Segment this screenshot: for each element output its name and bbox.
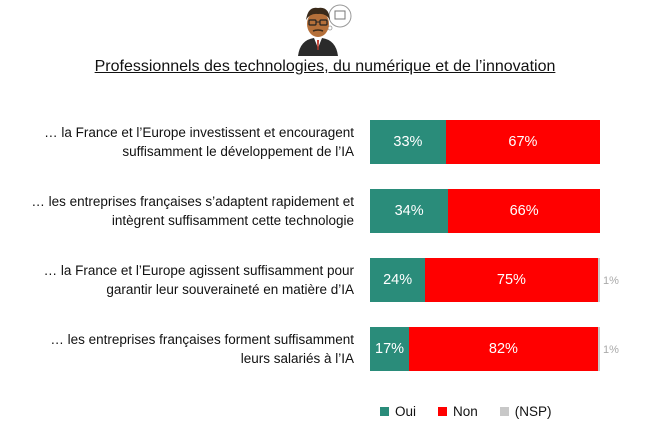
bar-segment-non — [445, 120, 600, 164]
category-label-line: garantir leur souveraineté en matière d’… — [106, 282, 354, 297]
data-label: 33% — [393, 134, 423, 150]
data-label: 34% — [394, 203, 424, 219]
category-label: … les entreprises françaises forment suf… — [14, 330, 354, 368]
legend-swatch — [380, 407, 389, 416]
bar-segment-non — [409, 327, 598, 371]
bar-segment-oui — [370, 120, 446, 164]
category-label: … la France et l’Europe investissent et … — [14, 123, 354, 161]
category-label-line: suffisamment le développement de l’IA — [122, 144, 354, 159]
category-label-line: … les entreprises françaises forment suf… — [50, 332, 354, 347]
data-label-nsp: 1% — [603, 344, 619, 356]
category-label: … la France et l’Europe agissent suffisa… — [14, 261, 354, 299]
bar-segment-non — [425, 258, 598, 302]
legend-label: Oui — [395, 404, 417, 419]
legend-swatch — [499, 407, 509, 416]
category-label-line: intègrent suffisamment cette technologie — [111, 213, 354, 228]
bar-segment-oui — [370, 189, 449, 233]
data-label: 67% — [508, 134, 538, 150]
bar-segment-oui — [370, 327, 410, 371]
legend-item: (NSP) — [499, 404, 552, 419]
data-label: 82% — [488, 341, 518, 357]
category-label-line: … les entreprises françaises s’adaptent … — [31, 194, 354, 209]
bar-segment-nsp — [597, 258, 600, 302]
bar-segment-oui — [370, 258, 426, 302]
data-label-nsp: 1% — [603, 275, 619, 287]
chart-title: Professionnels des technologies, du numé… — [94, 58, 556, 75]
data-label: 24% — [383, 272, 413, 288]
bar-segment-non — [448, 189, 600, 233]
legend: Oui Non (NSP) — [380, 404, 552, 419]
category-label: … les entreprises françaises s’adaptent … — [14, 192, 354, 230]
legend-item: Non — [438, 404, 478, 419]
legend-label: Non — [453, 404, 478, 419]
data-label: 17% — [375, 341, 405, 357]
avatar-illustration — [284, 0, 364, 56]
category-label-line: … la France et l’Europe agissent suffisa… — [43, 263, 354, 278]
data-label: 66% — [509, 203, 539, 219]
legend-item: Oui — [380, 404, 416, 419]
category-label-line: leurs salariés à l’IA — [240, 351, 354, 366]
data-label: 75% — [496, 272, 526, 288]
legend-swatch — [438, 407, 448, 416]
legend-label: (NSP) — [514, 404, 552, 419]
category-label-line: … la France et l’Europe investissent et … — [44, 125, 354, 140]
bar-segment-nsp — [597, 327, 600, 371]
